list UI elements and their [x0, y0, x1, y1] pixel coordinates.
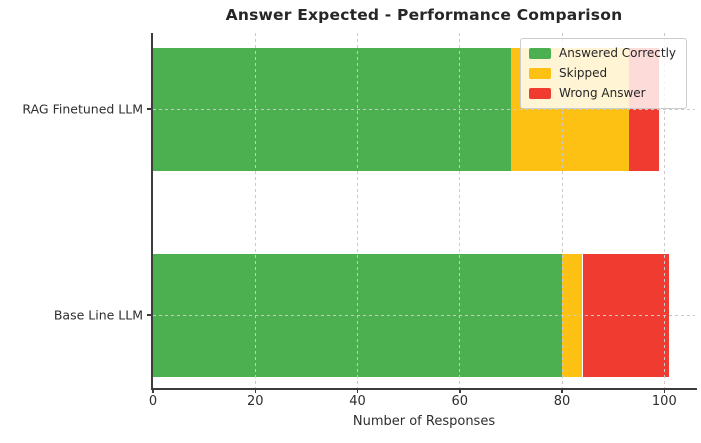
legend-row: Answered Correctly — [529, 43, 676, 63]
x-tick-label: 40 — [349, 394, 366, 409]
gridline-vertical — [357, 33, 359, 388]
gridline-horizontal — [153, 315, 695, 316]
legend-row: Wrong Answer — [529, 83, 676, 103]
legend-row: Skipped — [529, 63, 676, 83]
legend-label: Wrong Answer — [559, 86, 646, 100]
plot-area: Answered Correctly Skipped Wrong Answer — [153, 33, 695, 388]
x-tick-label: 100 — [651, 394, 677, 409]
legend-swatch — [529, 87, 552, 99]
legend-swatch — [529, 47, 552, 59]
x-tick-mark — [561, 389, 563, 393]
x-tick-label: 0 — [148, 394, 158, 409]
gridline-vertical — [254, 33, 256, 388]
y-tick-mark — [147, 314, 151, 316]
x-tick-mark — [459, 389, 461, 393]
x-tick-label: 20 — [246, 394, 264, 409]
gridline-vertical — [561, 33, 563, 388]
x-tick-mark — [663, 389, 666, 393]
y-tick-mark — [147, 108, 151, 110]
x-axis-spine — [151, 388, 697, 390]
legend-swatch — [529, 67, 552, 79]
gridline-vertical — [459, 33, 461, 388]
legend: Answered Correctly Skipped Wrong Answer — [520, 38, 687, 109]
gridline-vertical — [663, 33, 665, 388]
legend-label: Answered Correctly — [559, 46, 676, 60]
gridline-horizontal — [153, 109, 695, 110]
legend-label: Skipped — [559, 66, 608, 80]
x-tick-mark — [254, 389, 256, 393]
x-tick-mark — [152, 389, 154, 393]
y-axis-spine — [151, 33, 153, 390]
x-tick-mark — [356, 389, 359, 393]
chart-title: Answer Expected - Performance Comparison — [225, 6, 623, 24]
x-axis-label: Number of Responses — [352, 414, 496, 429]
x-tick-label: 80 — [553, 394, 571, 409]
y-category-label: Base Line LLM — [53, 307, 143, 323]
x-tick-label: 60 — [451, 394, 469, 409]
y-category-label: RAG Finetuned LLM — [22, 101, 143, 117]
